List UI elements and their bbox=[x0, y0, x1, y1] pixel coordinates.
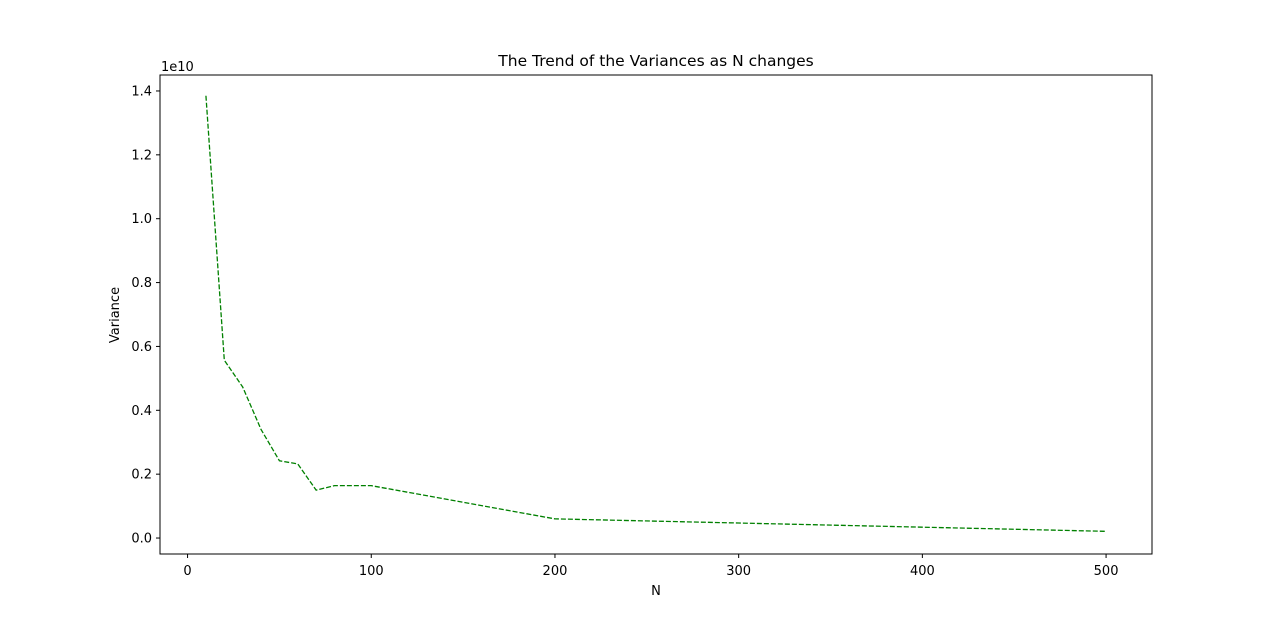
plot-area bbox=[205, 95, 1107, 532]
y-tick-label: 1.2 bbox=[131, 148, 152, 163]
x-axis: 0 100 200 300 400 500 bbox=[183, 554, 1118, 579]
axes-frame bbox=[159, 74, 1153, 555]
y-axis: 0.0 0.2 0.4 0.6 0.8 1.0 1.2 1.4 bbox=[131, 84, 160, 547]
x-axis-label: N bbox=[651, 584, 661, 599]
x-tick-label: 500 bbox=[1094, 564, 1119, 579]
y-tick-label: 0.8 bbox=[131, 276, 152, 291]
y-axis-label: Variance bbox=[108, 287, 123, 343]
y-tick-label: 1.4 bbox=[131, 84, 152, 99]
x-tick-label: 300 bbox=[726, 564, 751, 579]
chart-title: The Trend of the Variances as N changes bbox=[497, 52, 813, 70]
x-tick-label: 0 bbox=[183, 564, 191, 579]
y-tick-label: 0.0 bbox=[131, 532, 152, 547]
y-tick-label: 1.0 bbox=[131, 212, 152, 227]
series-line bbox=[205, 95, 1107, 532]
y-tick-label: 0.4 bbox=[131, 404, 152, 419]
x-tick-label: 400 bbox=[910, 564, 935, 579]
x-tick-label: 200 bbox=[543, 564, 568, 579]
y-axis-offset-label: 1e10 bbox=[161, 60, 194, 75]
x-tick-label: 100 bbox=[359, 564, 384, 579]
y-tick-label: 0.6 bbox=[131, 340, 152, 355]
y-tick-label: 0.2 bbox=[131, 468, 152, 483]
